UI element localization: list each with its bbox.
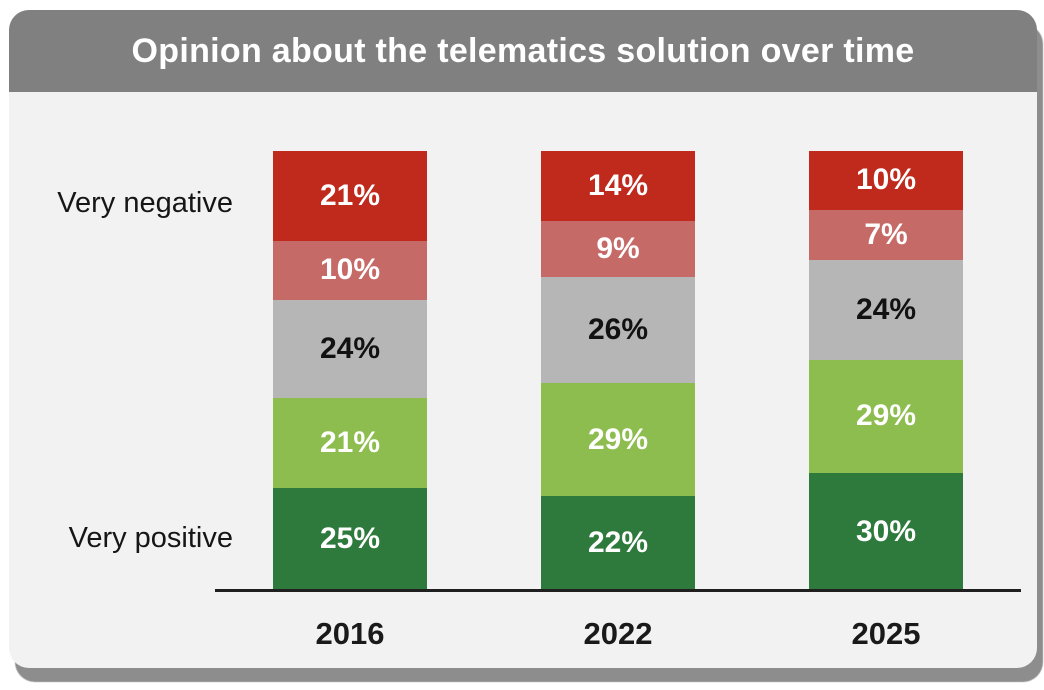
segment-value-label: 22% [587,526,649,560]
bar-segment-light-red-segment: 9% [541,221,695,278]
segment-value-label: 24% [319,332,381,366]
x-axis-line [215,589,1021,592]
segment-value-label: 7% [864,218,908,252]
x-axis-label-2022: 2022 [583,616,653,651]
segment-value-label: 10% [855,163,917,197]
bar-segment-light-green-segment: 29% [541,382,695,497]
chart-area: Very negative Very positive 21% 10% 24% 21%… [9,92,1037,668]
x-axis-label-2016: 2016 [315,616,385,651]
segment-value-label: 21% [319,426,381,460]
chart-title: Opinion about the telematics solution ov… [131,31,915,70]
bar-segment-red-top-segment: 10% [809,151,963,210]
row-label-very-positive: Very positive [68,522,233,554]
stacked-bar-2022: 14% 9% 26% 29% 22% [541,151,695,590]
bar-segment-dark-green-bottom-segment: 22% [541,496,695,590]
bar-segment-light-green-segment: 29% [809,359,963,474]
bar-segment-light-green-segment: 21% [273,398,427,489]
segment-value-label: 14% [587,169,649,203]
bar-segment-red-top-segment: 21% [273,151,427,242]
chart-card: Opinion about the telematics solution ov… [9,10,1037,668]
segment-value-label: 26% [587,313,649,347]
segment-value-label: 25% [319,522,381,556]
x-axis-labels: 2016 2022 2025 [215,616,1021,652]
bar-segment-gray-segment: 24% [809,260,963,360]
segment-value-label: 10% [319,253,381,287]
bar-segment-light-red-segment: 7% [809,209,963,261]
bar-segment-gray-segment: 26% [541,277,695,383]
segment-value-label: 21% [319,179,381,213]
bar-segment-red-top-segment: 14% [541,151,695,222]
chart-title-bar: Opinion about the telematics solution ov… [9,10,1037,92]
bar-segment-light-red-segment: 10% [273,241,427,300]
segment-value-label: 30% [855,514,917,548]
segment-value-label: 24% [855,292,917,326]
bars-container: 21% 10% 24% 21% 25% 14% 9% 26% 29% 22% 10% 7% 24% 29%… [215,151,1021,591]
bar-segment-gray-segment: 24% [273,299,427,399]
segment-value-label: 29% [855,399,917,433]
segment-value-label: 9% [596,232,640,266]
stacked-bar-2016: 21% 10% 24% 21% 25% [273,151,427,590]
stacked-bar-2025: 10% 7% 24% 29% 30% [809,151,963,591]
x-axis-label-2025: 2025 [851,616,921,651]
row-label-very-negative: Very negative [57,187,233,219]
bar-segment-dark-green-bottom-segment: 30% [809,473,963,591]
bar-segment-dark-green-bottom-segment: 25% [273,488,427,590]
segment-value-label: 29% [587,422,649,456]
